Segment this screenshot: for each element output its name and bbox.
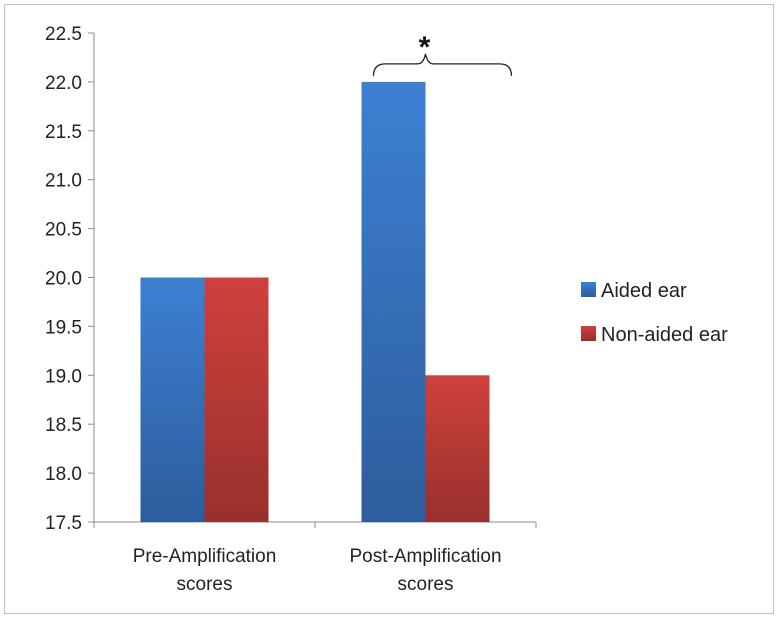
y-tick-label: 19.0	[45, 366, 82, 387]
legend-label: Aided ear	[601, 280, 687, 302]
y-axis: 17.5 18.0 18.5 19.0 19.5 20.0 20.5 21.0 21.5 22.0…	[45, 24, 95, 534]
legend: Aided ear Non-aided ear	[581, 280, 728, 346]
x-category-label: Post-Amplification scores	[349, 546, 501, 595]
y-tick-label: 20.0	[45, 269, 82, 290]
y-tick-label: 22.0	[45, 73, 82, 94]
y-tick-label: 17.5	[45, 513, 82, 534]
y-tick-label: 21.5	[45, 122, 82, 143]
legend-swatch	[581, 282, 596, 297]
y-tick-label: 22.5	[45, 24, 82, 45]
y-tick-label: 19.5	[45, 317, 82, 338]
bar	[425, 375, 490, 522]
bar	[140, 277, 205, 522]
x-axis: Pre-Amplification scores Post-Amplificatio…	[93, 521, 537, 595]
bars	[140, 81, 490, 523]
legend-swatch	[581, 326, 596, 341]
bar	[204, 277, 269, 522]
significance-annotation: *	[372, 31, 513, 76]
y-tick-label: 18.0	[45, 464, 82, 485]
x-category-label: Pre-Amplification scores	[133, 546, 277, 595]
bar	[361, 81, 426, 523]
y-tick-label: 20.5	[45, 220, 82, 241]
y-tick-label: 18.5	[45, 415, 82, 436]
y-tick-label: 21.0	[45, 171, 82, 192]
significance-star: *	[419, 31, 431, 64]
legend-label: Non-aided ear	[601, 324, 728, 346]
significance-bracket	[372, 53, 513, 76]
